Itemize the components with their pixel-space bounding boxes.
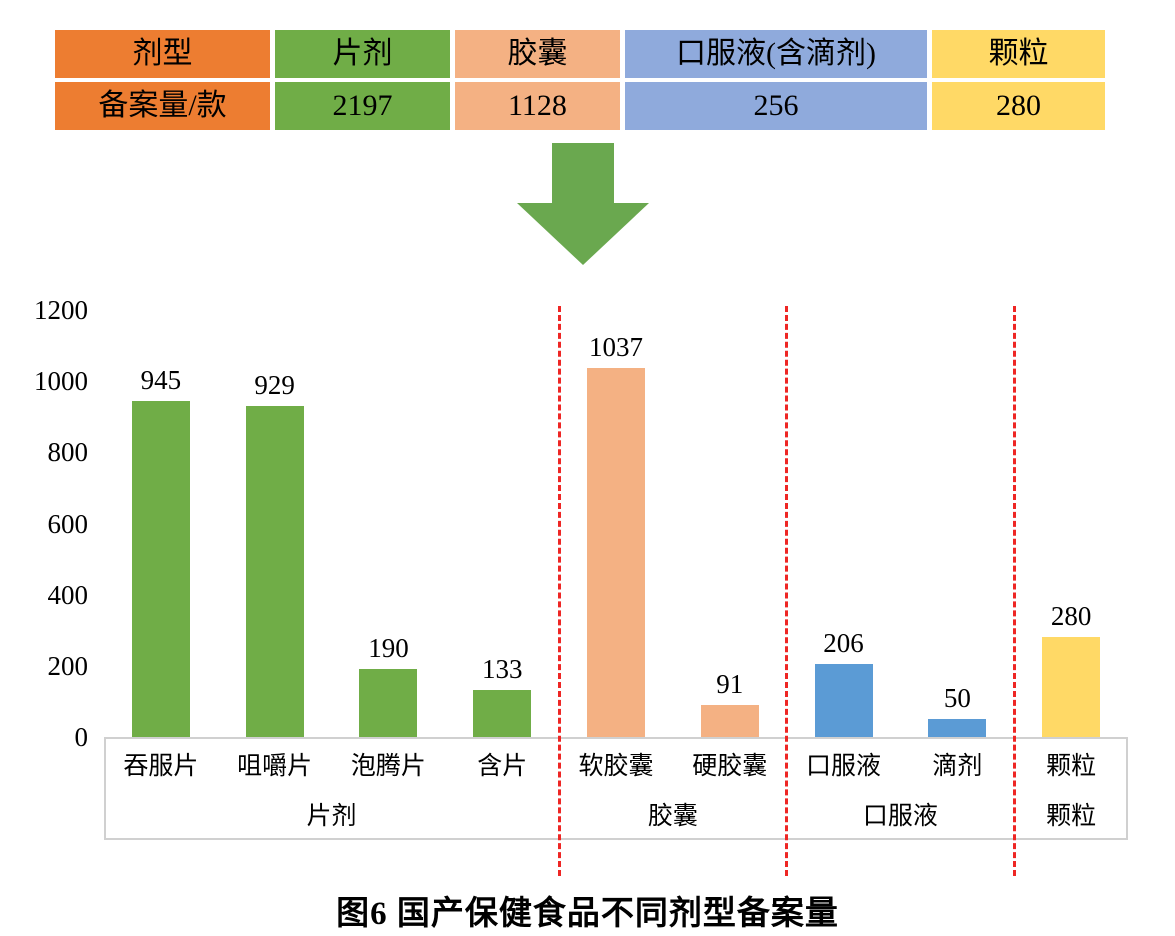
group-separator-line xyxy=(785,306,789,876)
table-header-cell-2: 胶囊 xyxy=(455,30,620,78)
table-header-cell-1: 片剂 xyxy=(275,30,450,78)
bar-value-label: 945 xyxy=(140,364,182,395)
y-axis-tick-label: 1000 xyxy=(34,366,88,397)
figure-caption: 图6 国产保健食品不同剂型备案量 xyxy=(336,896,839,932)
table-value-cell-3: 256 xyxy=(625,82,927,130)
table-header-cell-0: 剂型 xyxy=(55,30,270,78)
y-axis-tick-label: 0 xyxy=(74,722,89,752)
bar-value-label: 206 xyxy=(823,627,864,658)
table-value-cell-2: 1128 xyxy=(455,82,620,130)
group-separator-line xyxy=(1012,306,1016,876)
category-label: 软胶囊 xyxy=(578,753,654,780)
bar xyxy=(1042,637,1101,737)
bar xyxy=(928,719,987,737)
category-label: 硬胶囊 xyxy=(692,753,768,780)
table-value-cell-4: 280 xyxy=(932,82,1105,130)
group-label: 颗粒 xyxy=(1046,803,1097,830)
bar-value-label: 929 xyxy=(254,370,295,401)
category-label: 吞服片 xyxy=(123,753,199,780)
down-arrow-head xyxy=(517,203,649,265)
y-axis-tick-label: 200 xyxy=(47,650,89,681)
bar xyxy=(814,663,873,737)
table-value-cell-0: 备案量/款 xyxy=(55,82,270,130)
table-header-cell-3: 口服液(含滴剂) xyxy=(625,30,927,78)
category-label: 口服液 xyxy=(806,753,882,780)
table-header-cell-4: 颗粒 xyxy=(932,30,1105,78)
bar-value-label: 190 xyxy=(368,633,409,664)
y-axis-tick-label: 600 xyxy=(47,508,89,539)
bar xyxy=(700,704,759,737)
category-label: 泡腾片 xyxy=(350,753,426,780)
bar xyxy=(473,689,532,737)
category-label: 咀嚼片 xyxy=(237,753,313,780)
category-label: 颗粒 xyxy=(1046,753,1097,780)
category-label: 含片 xyxy=(477,753,528,780)
table-header-row: 剂型 片剂 胶囊 口服液(含滴剂) 颗粒 xyxy=(55,30,1105,78)
group-label: 胶囊 xyxy=(647,803,698,830)
category-label: 滴剂 xyxy=(932,753,983,780)
bar-value-label: 133 xyxy=(481,653,523,684)
table-value-row: 备案量/款 2197 1128 256 280 xyxy=(55,82,1105,130)
bar xyxy=(131,400,190,737)
y-axis-tick-label: 400 xyxy=(47,579,89,610)
bar xyxy=(587,368,645,737)
group-separator-line xyxy=(557,306,561,876)
group-label: 片剂 xyxy=(306,803,357,830)
bar-value-label: 1037 xyxy=(589,332,643,362)
bar xyxy=(245,406,304,737)
bar xyxy=(359,669,418,737)
category-axis-box xyxy=(104,737,1128,840)
y-axis-tick-label: 800 xyxy=(47,437,89,468)
down-arrow-stem xyxy=(552,143,614,205)
bar-value-label: 91 xyxy=(716,668,744,699)
group-label: 口服液 xyxy=(862,803,938,830)
bar-value-label: 280 xyxy=(1050,601,1092,632)
dosage-form-table: 剂型 片剂 胶囊 口服液(含滴剂) 颗粒 备案量/款 2197 1128 256 280 xyxy=(55,30,1105,134)
bar-value-label: 50 xyxy=(943,683,971,714)
table-value-cell-1: 2197 xyxy=(275,82,450,130)
y-axis-tick-label: 1200 xyxy=(34,295,88,325)
